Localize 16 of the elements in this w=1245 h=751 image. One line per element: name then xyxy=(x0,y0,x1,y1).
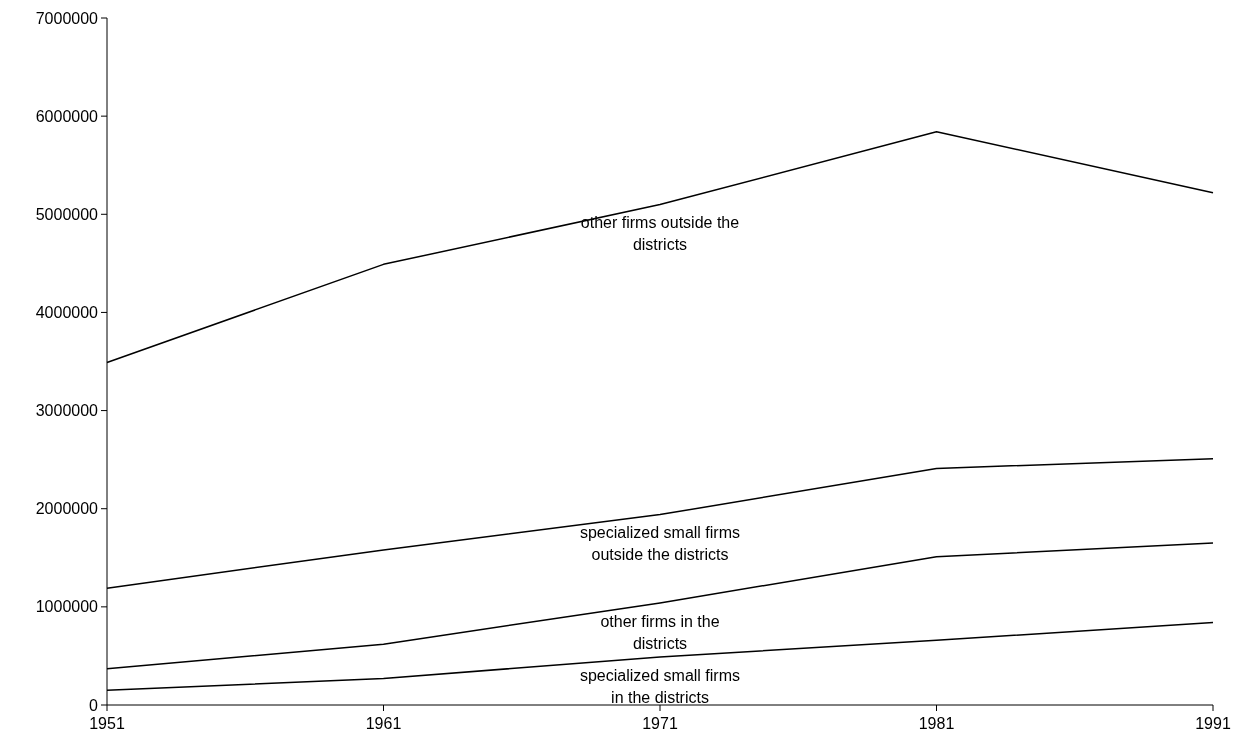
x-tick-label: 1951 xyxy=(89,715,125,732)
x-tick-label: 1981 xyxy=(918,715,955,732)
x-tick-label: 1961 xyxy=(365,715,402,732)
y-tick-label: 4000000 xyxy=(35,304,99,322)
series-label: other firms in the districts xyxy=(600,612,720,652)
y-tick-label: 3000000 xyxy=(35,402,99,420)
y-tick-label: 2000000 xyxy=(35,500,99,518)
y-tick-label: 0 xyxy=(89,696,99,714)
series-label: specialized small firms in the districts xyxy=(579,666,741,706)
x-tick-label: 1971 xyxy=(642,715,678,732)
x-tick-label: 1991 xyxy=(1195,715,1231,732)
y-tick-label: 6000000 xyxy=(35,107,99,125)
y-tick-label: 5000000 xyxy=(35,205,99,223)
series-label: specialized small firms outside the districts xyxy=(579,524,741,564)
y-tick-label: 1000000 xyxy=(35,598,99,616)
y-tick-label: 7000000 xyxy=(35,9,99,27)
